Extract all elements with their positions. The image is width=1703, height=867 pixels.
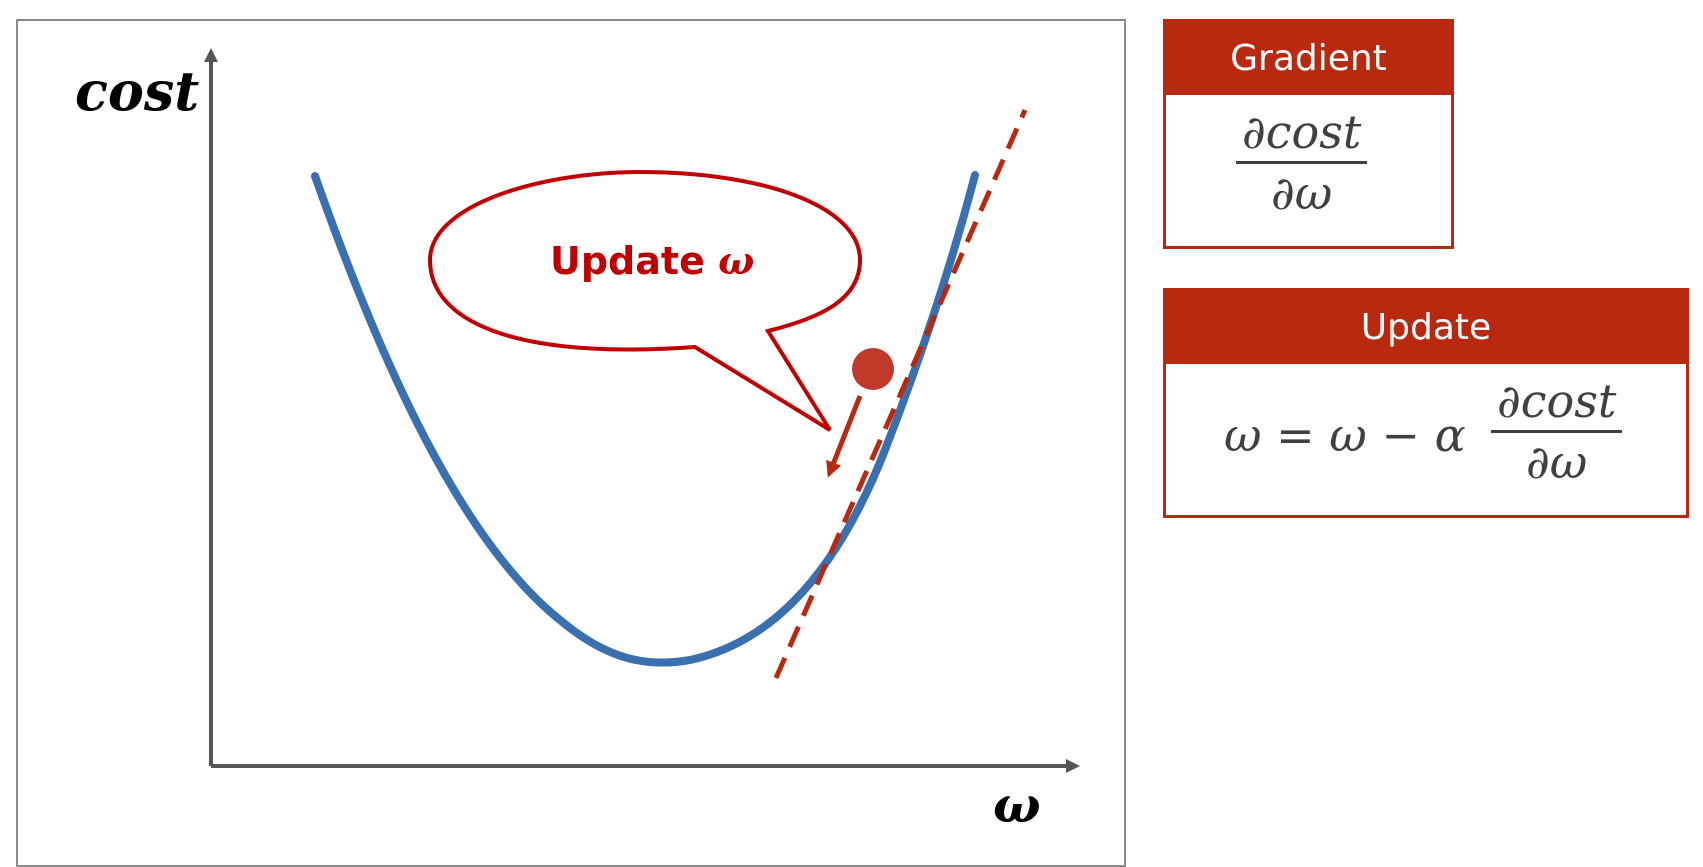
tangent-line — [773, 108, 1028, 680]
update-callout-bubble — [427, 169, 863, 432]
gradient-fraction-bar — [1236, 161, 1368, 164]
y-axis-label: cost — [75, 59, 199, 123]
current-point-marker — [852, 348, 894, 390]
update-fraction-bar — [1491, 430, 1623, 433]
gradient-box-body: ∂cost ∂ω — [1166, 95, 1451, 246]
update-fraction: ∂cost ∂ω — [1491, 372, 1623, 491]
update-callout-text: Update ω — [550, 238, 754, 283]
descent-arrow — [826, 395, 863, 478]
update-denominator: ∂ω — [1526, 435, 1588, 489]
update-box-header: Update — [1166, 291, 1686, 364]
plot-frame — [16, 19, 1126, 867]
update-box-body: ω = ω − α ∂cost ∂ω — [1166, 364, 1686, 515]
update-numerator: ∂cost — [1497, 374, 1617, 428]
gradient-box-header: Gradient — [1166, 22, 1451, 95]
update-formula-lhs: ω = ω − α — [1224, 408, 1466, 462]
update-formula-box: Update ω = ω − α ∂cost ∂ω — [1163, 288, 1689, 518]
cost-curve — [311, 171, 979, 667]
gradient-numerator: ∂cost — [1242, 105, 1362, 159]
gradient-denominator: ∂ω — [1271, 166, 1333, 220]
x-axis-label: ω — [993, 775, 1041, 834]
gradient-fraction: ∂cost ∂ω — [1236, 103, 1368, 222]
gradient-formula-box: Gradient ∂cost ∂ω — [1163, 19, 1454, 249]
